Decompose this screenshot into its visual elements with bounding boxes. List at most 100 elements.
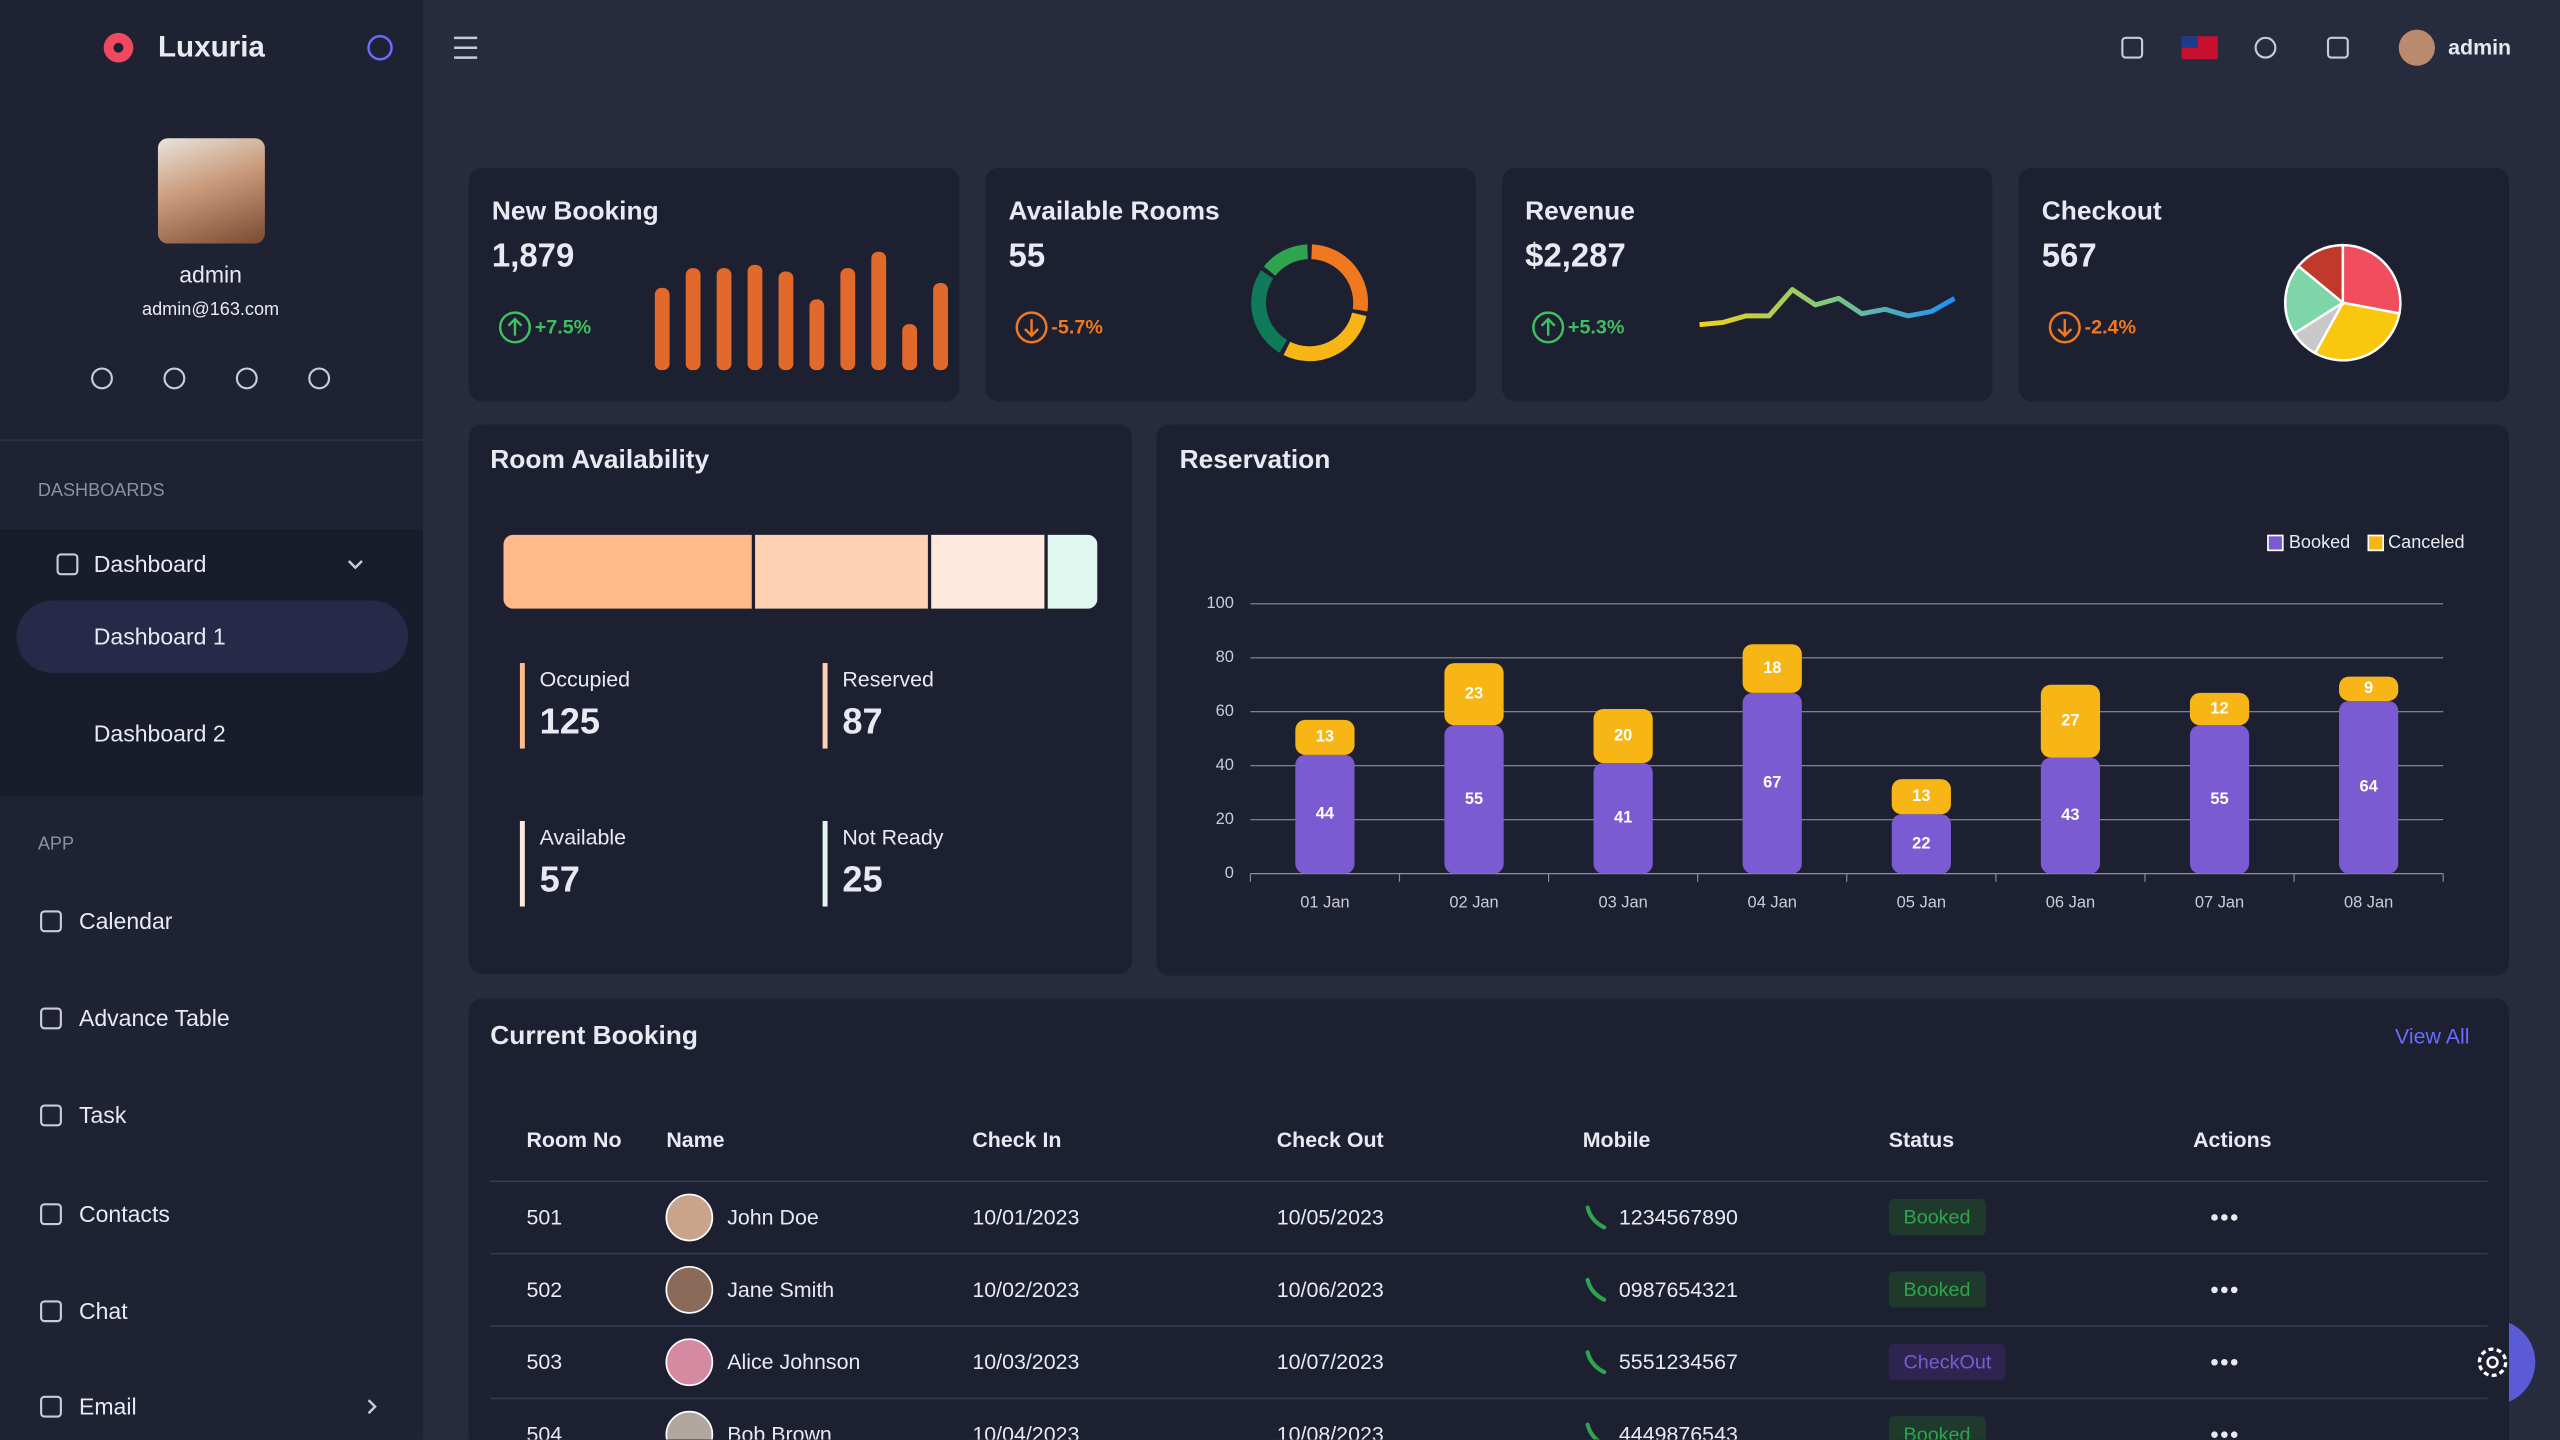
card-change: -5.7%: [1051, 315, 1103, 339]
value-label: 44: [1316, 805, 1335, 823]
avatar: [157, 138, 265, 244]
x-tick-label: 03 Jan: [1598, 894, 1647, 912]
value-label: 13: [1316, 728, 1334, 746]
menu-item[interactable]: Calendar: [78, 907, 173, 934]
icon: [308, 367, 331, 390]
view-all-link[interactable]: View All: [2394, 1023, 2470, 1049]
icon: [2254, 36, 2277, 59]
user-email: admin@163.com: [142, 300, 280, 320]
column-header: Name: [666, 1127, 725, 1153]
submenu-item[interactable]: Dashboard 1: [93, 622, 226, 650]
availability-segment: [931, 534, 1045, 609]
icon: [40, 910, 62, 933]
action-dot: [2230, 1358, 2238, 1366]
card-value: 55: [1008, 238, 1046, 275]
legend-item[interactable]: Canceled: [2366, 533, 2465, 553]
legend-swatch: [2366, 534, 2384, 552]
cell: 10/07/2023: [1276, 1349, 1384, 1375]
value-label: 27: [2061, 712, 2079, 730]
availability-segment: [1047, 534, 1098, 609]
phone-icon: [1585, 1205, 1607, 1230]
value-label: 41: [1614, 809, 1632, 827]
card-title: Available Rooms: [1008, 198, 1220, 227]
header-avatar: [2398, 29, 2435, 66]
active-menu-pill[interactable]: [16, 600, 409, 673]
icon: [40, 1203, 62, 1226]
action-dot: [2221, 1214, 2228, 1221]
legend: Booked Canceled: [1810, 533, 2465, 553]
cell: 10/06/2023: [1276, 1277, 1384, 1302]
bar-segment: [2339, 700, 2399, 874]
value-label: 22: [1912, 834, 1930, 852]
card-change: +7.5%: [534, 315, 592, 339]
menu-item[interactable]: Dashboard: [93, 550, 207, 577]
action-dot: [2211, 1358, 2218, 1366]
row-avatar: [665, 1410, 714, 1440]
logo-center: [113, 42, 124, 53]
value-label: 55: [1465, 790, 1483, 808]
phone-icon: [1585, 1350, 1607, 1375]
cell: 10/03/2023: [972, 1349, 1080, 1375]
mini-bar: [747, 264, 763, 371]
panel-title: Reservation: [1179, 446, 1331, 475]
cell: 0987654321: [1618, 1277, 1738, 1302]
card-change: +5.3%: [1567, 315, 1625, 339]
legend-item[interactable]: Booked: [2267, 533, 2350, 553]
divider: [0, 439, 423, 441]
stat-card: [1502, 167, 1993, 402]
card-value: 567: [2041, 238, 2097, 275]
trend-icon: [1532, 311, 1565, 344]
item-value: 87: [842, 700, 883, 742]
pie-slice: [2296, 243, 2345, 306]
card-change: -2.4%: [2084, 315, 2137, 339]
menu-item[interactable]: Contacts: [78, 1200, 170, 1227]
menu-item[interactable]: Email: [78, 1392, 137, 1420]
column-header: Status: [1888, 1127, 1955, 1153]
legend-swatch: [2267, 534, 2284, 552]
room-availability-panel: [468, 424, 1132, 974]
mini-bar: [778, 271, 794, 371]
mini-bar: [716, 268, 732, 371]
mini-bar: [933, 282, 948, 371]
item-accent: [519, 663, 525, 749]
action-dot: [2211, 1431, 2218, 1438]
cell: 10/08/2023: [1276, 1421, 1384, 1440]
menu-item[interactable]: Task: [78, 1101, 127, 1128]
bar-segment: [1891, 779, 1951, 815]
cell: Jane Smith: [727, 1277, 835, 1302]
cell: 1234567890: [1618, 1204, 1738, 1230]
item-label: Not Ready: [842, 824, 944, 850]
action-dot: [2221, 1358, 2228, 1366]
cell: 10/02/2023: [972, 1277, 1080, 1302]
row-avatar: [665, 1266, 714, 1314]
icon: [2121, 36, 2144, 59]
legend-label: Canceled: [2388, 533, 2465, 553]
cell: 10/04/2023: [972, 1421, 1080, 1440]
value-label: 20: [1614, 726, 1632, 744]
bar-segment: [1593, 762, 1653, 874]
submenu-item[interactable]: Dashboard 2: [93, 719, 226, 747]
trend-arrow: [1540, 317, 1556, 336]
mini-bar: [871, 251, 887, 371]
gear: [2477, 1347, 2508, 1378]
x-tick-label: 06 Jan: [2046, 894, 2095, 912]
trend-icon: [1015, 311, 1048, 344]
menu-item[interactable]: Advance Table: [78, 1004, 230, 1031]
trend-arrow: [2057, 319, 2073, 338]
cell: John Doe: [727, 1204, 819, 1230]
icon: [40, 1104, 62, 1127]
stat-card: [2018, 167, 2509, 402]
bar-segment: [1742, 692, 1802, 874]
chevron: [367, 1399, 377, 1415]
item-value: 57: [539, 858, 580, 900]
status-badge: Booked: [1888, 1416, 1986, 1440]
y-tick-label: 40: [1216, 756, 1234, 774]
flag-canton: [2181, 36, 2199, 48]
item-accent: [822, 663, 828, 749]
menu-item[interactable]: Chat: [78, 1297, 128, 1324]
status-badge: CheckOut: [1888, 1343, 2007, 1381]
trend-arrow: [507, 317, 523, 336]
chevron: [347, 560, 363, 570]
brand: Luxuria: [157, 29, 265, 63]
